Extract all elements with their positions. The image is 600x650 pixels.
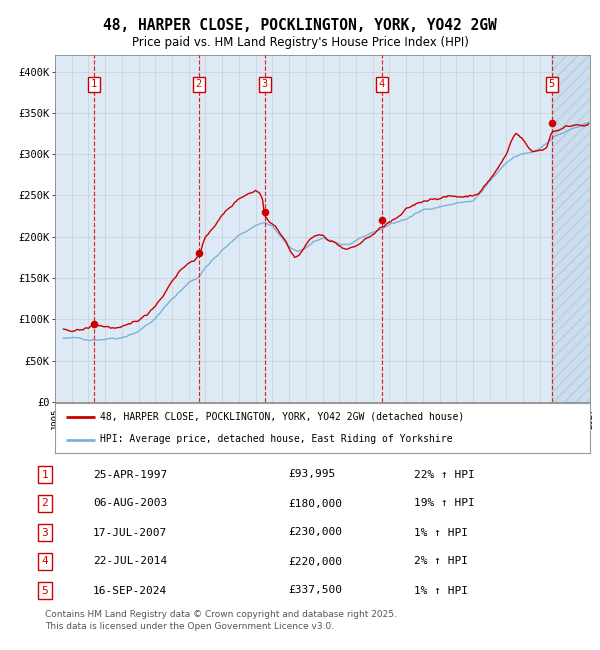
Text: 1: 1 [91, 79, 97, 90]
Text: £180,000: £180,000 [288, 499, 342, 508]
Text: 3: 3 [262, 79, 268, 90]
Text: £230,000: £230,000 [288, 528, 342, 538]
Text: 2: 2 [41, 499, 49, 508]
Text: 25-APR-1997: 25-APR-1997 [93, 469, 167, 480]
Text: 4: 4 [379, 79, 385, 90]
Text: 1% ↑ HPI: 1% ↑ HPI [414, 586, 468, 595]
Text: 5: 5 [548, 79, 555, 90]
Text: £337,500: £337,500 [288, 586, 342, 595]
Text: 1: 1 [41, 469, 49, 480]
Text: £93,995: £93,995 [288, 469, 335, 480]
Text: HPI: Average price, detached house, East Riding of Yorkshire: HPI: Average price, detached house, East… [100, 434, 453, 445]
Text: This data is licensed under the Open Government Licence v3.0.: This data is licensed under the Open Gov… [45, 622, 334, 631]
Text: £220,000: £220,000 [288, 556, 342, 567]
Text: 2% ↑ HPI: 2% ↑ HPI [414, 556, 468, 567]
Text: 48, HARPER CLOSE, POCKLINGTON, YORK, YO42 2GW (detached house): 48, HARPER CLOSE, POCKLINGTON, YORK, YO4… [100, 411, 465, 421]
Text: 17-JUL-2007: 17-JUL-2007 [93, 528, 167, 538]
Text: 3: 3 [41, 528, 49, 538]
Text: 1% ↑ HPI: 1% ↑ HPI [414, 528, 468, 538]
Bar [552, 55, 590, 402]
Text: 48, HARPER CLOSE, POCKLINGTON, YORK, YO42 2GW: 48, HARPER CLOSE, POCKLINGTON, YORK, YO4… [103, 18, 497, 33]
Text: 22% ↑ HPI: 22% ↑ HPI [414, 469, 475, 480]
Text: 2: 2 [196, 79, 202, 90]
Text: 22-JUL-2014: 22-JUL-2014 [93, 556, 167, 567]
Text: 06-AUG-2003: 06-AUG-2003 [93, 499, 167, 508]
Text: 5: 5 [41, 586, 49, 595]
Text: 19% ↑ HPI: 19% ↑ HPI [414, 499, 475, 508]
Text: 4: 4 [41, 556, 49, 567]
Text: Price paid vs. HM Land Registry's House Price Index (HPI): Price paid vs. HM Land Registry's House … [131, 36, 469, 49]
Text: 16-SEP-2024: 16-SEP-2024 [93, 586, 167, 595]
Text: Contains HM Land Registry data © Crown copyright and database right 2025.: Contains HM Land Registry data © Crown c… [45, 610, 397, 619]
